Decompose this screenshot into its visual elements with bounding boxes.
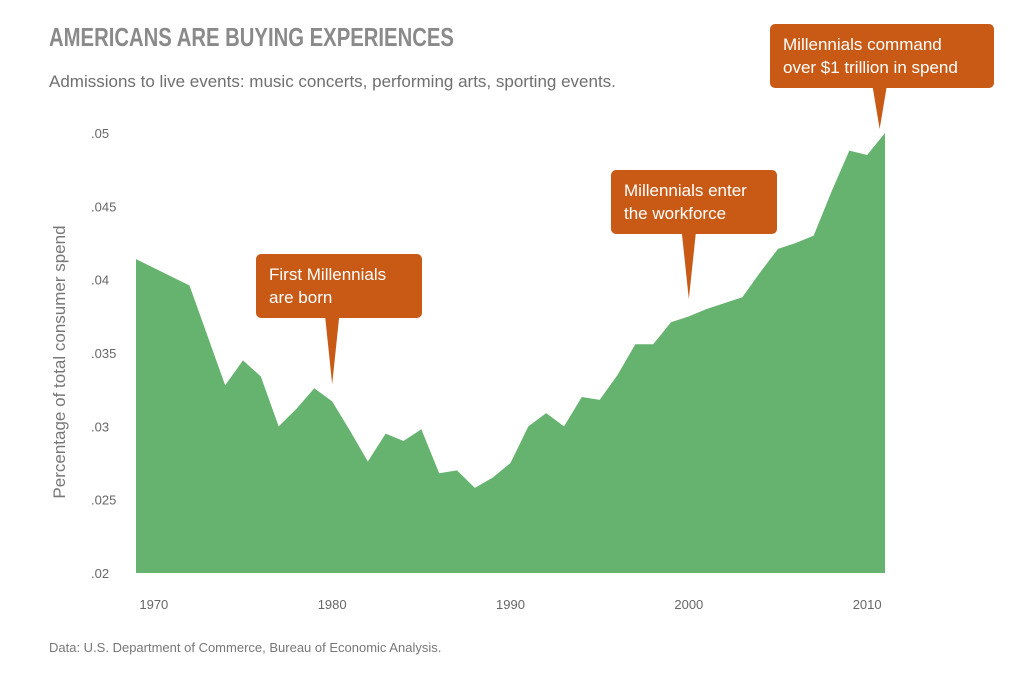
callout-pointer — [681, 233, 696, 300]
x-tick-label: 1970 — [139, 597, 168, 612]
x-tick-label: 1990 — [496, 597, 525, 612]
chart-title: AMERICANS ARE BUYING EXPERIENCES — [49, 22, 454, 52]
x-tick-label: 2010 — [853, 597, 882, 612]
y-tick-label: .02 — [91, 566, 109, 581]
callout-millennials-trillion: Millennials command over $1 trillion in … — [770, 24, 994, 88]
y-tick-label: .05 — [91, 126, 109, 141]
callout-first-millennials-born: First Millennials are born — [256, 254, 422, 318]
callout-line: over $1 trillion in spend — [783, 58, 958, 77]
x-tick-label: 1980 — [318, 597, 347, 612]
x-tick-label: 2000 — [674, 597, 703, 612]
area-series — [136, 133, 885, 573]
y-tick-label: .04 — [91, 273, 109, 288]
callout-line: the workforce — [624, 204, 727, 223]
y-tick-label: .045 — [91, 199, 116, 214]
callout-millennials-workforce: Millennials enter the workforce — [611, 170, 777, 234]
y-tick-label: .03 — [91, 419, 109, 434]
y-tick-label: .035 — [91, 346, 116, 361]
callout-line: Millennials command — [783, 35, 942, 54]
chart-subtitle: Admissions to live events: music concert… — [49, 72, 616, 91]
callout-pointer — [325, 317, 340, 385]
callout-line: are born — [269, 288, 333, 307]
data-source-note: Data: U.S. Department of Commerce, Burea… — [49, 640, 442, 655]
callout-line: First Millennials — [269, 265, 387, 284]
callout-line: Millennials enter — [624, 181, 747, 200]
y-tick-label: .025 — [91, 493, 116, 508]
callout-pointer — [872, 87, 887, 129]
